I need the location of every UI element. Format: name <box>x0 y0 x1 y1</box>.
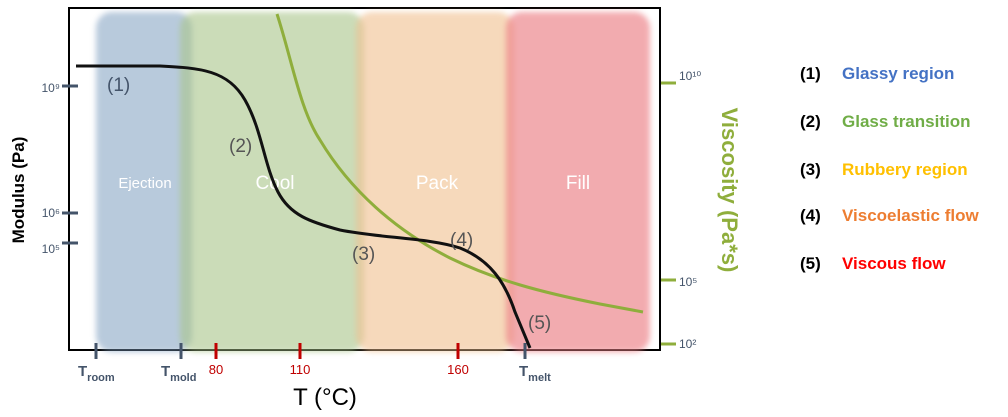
legend-text: Viscoelastic flow <box>842 206 979 225</box>
zone-label-pack: Pack <box>416 173 459 194</box>
legend-text: Glassy region <box>842 64 955 83</box>
legend-item-viscoelastic: (4) Viscoelastic flow <box>800 206 979 226</box>
legend-item-glassy: (1) Glassy region <box>800 64 954 84</box>
legend-text: Rubbery region <box>842 160 968 179</box>
right-axis-title: Viscosity (Pa*s) <box>717 108 742 273</box>
legend-item-glass-transition: (2) Glass transition <box>800 112 970 132</box>
x-label-tmelt: Tmelt <box>519 363 551 384</box>
right-tick-label-1e2: 10² <box>679 337 696 351</box>
viscosity-curve <box>275 13 644 314</box>
zone-fill <box>506 12 650 352</box>
zone-label-ejection: Ejection <box>118 175 171 192</box>
legend-number: (2) <box>800 112 821 131</box>
x-label-160: 160 <box>447 362 469 377</box>
curve-label-2: (2) <box>229 136 252 157</box>
zone-label-fill: Fill <box>566 173 590 194</box>
legend-item-rubbery: (3) Rubbery region <box>800 160 968 180</box>
curve-label-3: (3) <box>352 244 375 265</box>
x-label-110: 110 <box>290 362 311 377</box>
right-tick-label-1e5: 10⁵ <box>679 275 697 289</box>
x-axis-title: T (°C) <box>293 384 357 411</box>
legend-text: Viscous flow <box>842 254 946 273</box>
x-label-80: 80 <box>209 362 223 377</box>
legend-number: (3) <box>800 160 821 179</box>
legend-number: (4) <box>800 206 821 225</box>
curve-label-1: (1) <box>107 75 130 96</box>
legend-number: (5) <box>800 254 821 273</box>
curve-label-4: (4) <box>450 230 473 251</box>
left-axis-title: Modulus (Pa) <box>9 137 28 244</box>
left-tick-label-1e5: 10⁵ <box>42 242 60 256</box>
x-label-tmold: Tmold <box>161 363 196 384</box>
curve-label-5: (5) <box>528 313 551 334</box>
legend-number: (1) <box>800 64 821 83</box>
zone-pack <box>356 12 514 352</box>
modulus-viscosity-diagram: Ejection Cool Pack Fill (1) (2) (3) (4) … <box>9 7 742 411</box>
x-label-troom: Troom <box>78 363 115 384</box>
left-tick-label-1e9: 10⁹ <box>42 81 61 95</box>
legend-text: Glass transition <box>842 112 971 131</box>
zone-ejection <box>96 12 192 352</box>
legend-item-viscous: (5) Viscous flow <box>800 254 946 274</box>
right-tick-label-1e10: 10¹⁰ <box>679 69 701 83</box>
left-tick-label-1e6: 10⁶ <box>42 206 60 220</box>
modulus-curve <box>76 64 532 349</box>
